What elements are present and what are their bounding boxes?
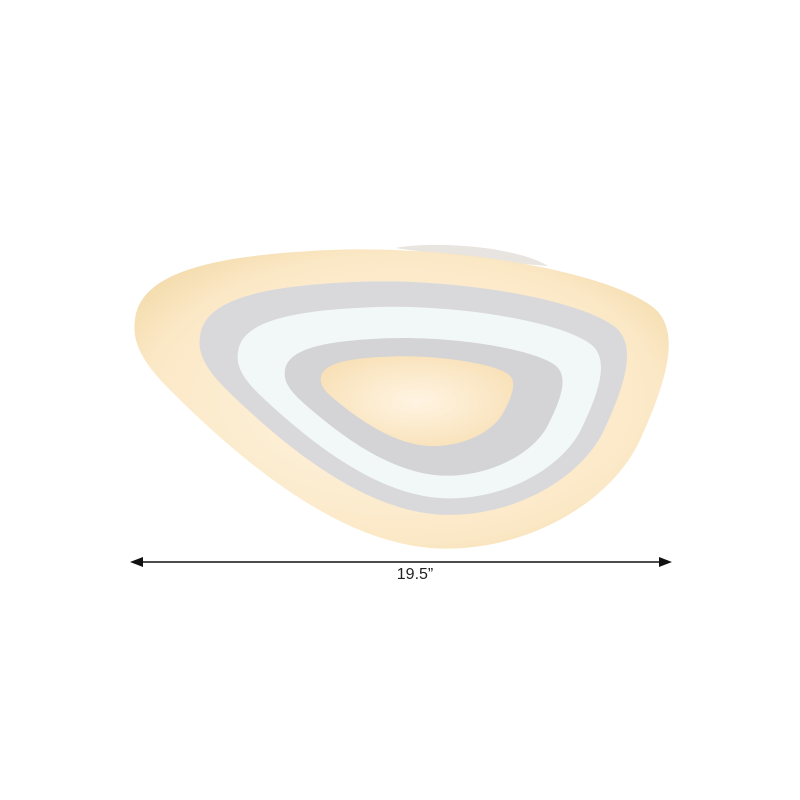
- arrow-right-icon: [659, 557, 672, 567]
- ceiling-mount: [395, 244, 548, 266]
- dimension-label: 19.5”: [396, 566, 434, 583]
- dimension-arrow: [130, 557, 672, 567]
- arrow-left-icon: [130, 557, 143, 567]
